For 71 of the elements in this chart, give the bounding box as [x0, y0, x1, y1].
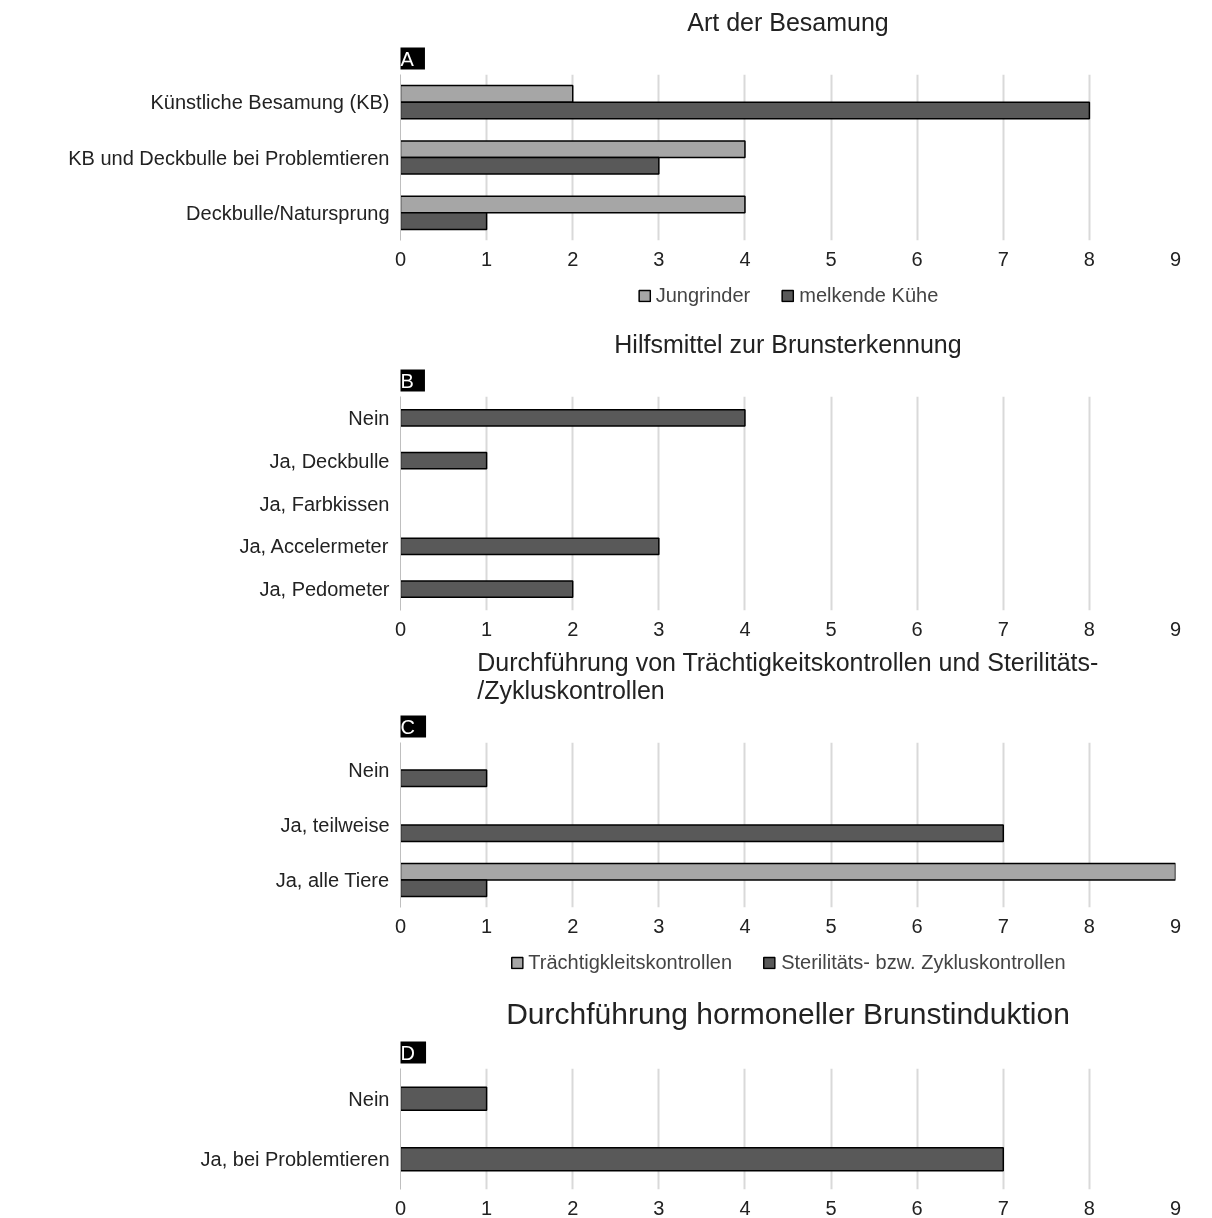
x-tick-label: 0: [394, 247, 407, 270]
x-tick-label: 3: [653, 1196, 665, 1218]
x-tick-label: 6: [911, 914, 923, 937]
x-tick-label: 5: [825, 617, 837, 640]
x-tick-label: 4: [739, 247, 751, 270]
y-tick-label: Ja, Farbkissen: [259, 492, 390, 515]
x-tick-label: 8: [1083, 247, 1095, 270]
text: C: [400, 715, 415, 738]
x-tick-label: 6: [911, 617, 923, 640]
text: D: [400, 1041, 415, 1064]
chart-title: Durchführung von Trächtigkeitskontrollen und Sterilitäts- /Zykluskontrollen: [477, 647, 1099, 704]
x-tick-label: 9: [1169, 617, 1182, 640]
x-tick-label: 0: [394, 1196, 407, 1218]
x-tick-label: 1: [481, 617, 493, 640]
chart-title: Art der Besamung: [687, 7, 889, 36]
legend-label: Jungrinder: [655, 283, 751, 307]
x-tick-label: 2: [567, 617, 579, 640]
y-tick-label: KB und Deckbulle bei Problemtieren: [68, 146, 390, 169]
x-tick-label: 8: [1083, 617, 1095, 640]
legend-label: melkende Kühe: [799, 283, 939, 307]
x-tick-label: 3: [653, 617, 665, 640]
y-tick-label: Ja, Deckbulle: [269, 449, 390, 472]
x-tick-label: 7: [997, 617, 1009, 640]
x-tick-label: 2: [567, 914, 579, 937]
x-tick-label: 9: [1169, 914, 1182, 937]
x-tick-label: 5: [825, 914, 837, 937]
x-tick-label: 3: [653, 247, 665, 270]
x-tick-label: 4: [739, 1196, 751, 1218]
x-tick-label: 0: [394, 617, 407, 640]
text: B: [400, 369, 414, 392]
x-tick-label: 3: [653, 914, 665, 937]
y-tick-label: Künstliche Besamung (KB): [150, 91, 390, 114]
x-tick-label: 8: [1083, 1196, 1095, 1218]
text: A: [400, 47, 415, 70]
chart-title: Durchführung hormoneller Brunstinduktion: [506, 996, 1070, 1030]
legend-label: Sterilitäts- bzw. Zykluskontrollen: [781, 950, 1066, 974]
x-tick-label: 8: [1083, 914, 1095, 937]
bar: [400, 824, 1005, 843]
bar: [400, 580, 574, 598]
bar: [400, 769, 488, 788]
x-tick-label: 7: [997, 247, 1009, 270]
x-tick-label: 5: [825, 247, 837, 270]
x-tick-label: 9: [1169, 1196, 1182, 1218]
y-tick-label: Ja, teilweise: [280, 814, 390, 836]
x-tick-label: 6: [911, 1196, 923, 1218]
chart-title: Hilfsmittel zur Brunsterkennung: [614, 329, 962, 358]
y-tick-label: Ja, Accelermeter: [239, 535, 389, 558]
y-tick-label: Ja, alle Tiere: [275, 869, 390, 891]
x-tick-label: 7: [997, 1196, 1009, 1218]
bar: [400, 409, 746, 427]
y-tick-label: Ja, Pedometer: [259, 578, 390, 601]
y-tick-label: Ja, bei Problemtieren: [200, 1148, 390, 1171]
x-tick-label: 2: [567, 247, 579, 270]
x-tick-label: 4: [739, 914, 751, 937]
y-tick-label: Nein: [348, 759, 390, 781]
y-tick-label: Nein: [348, 1087, 390, 1110]
bar: [400, 537, 660, 556]
x-tick-label: 0: [394, 914, 407, 937]
x-tick-label: 4: [739, 617, 751, 640]
x-tick-label: 6: [911, 247, 923, 270]
x-tick-label: 1: [481, 914, 493, 937]
y-tick-label: Deckbulle/Natursprung: [186, 201, 390, 224]
x-tick-label: 2: [567, 1196, 579, 1218]
x-tick-label: 1: [481, 1196, 493, 1218]
x-tick-label: 1: [481, 247, 493, 270]
x-tick-label: 7: [997, 914, 1009, 937]
y-tick-label: Nein: [348, 406, 390, 429]
bar: [400, 451, 488, 470]
legend-label: Trächtigkleitskontrollen: [528, 950, 733, 974]
x-tick-label: 9: [1169, 247, 1182, 270]
x-tick-label: 5: [825, 1196, 837, 1218]
